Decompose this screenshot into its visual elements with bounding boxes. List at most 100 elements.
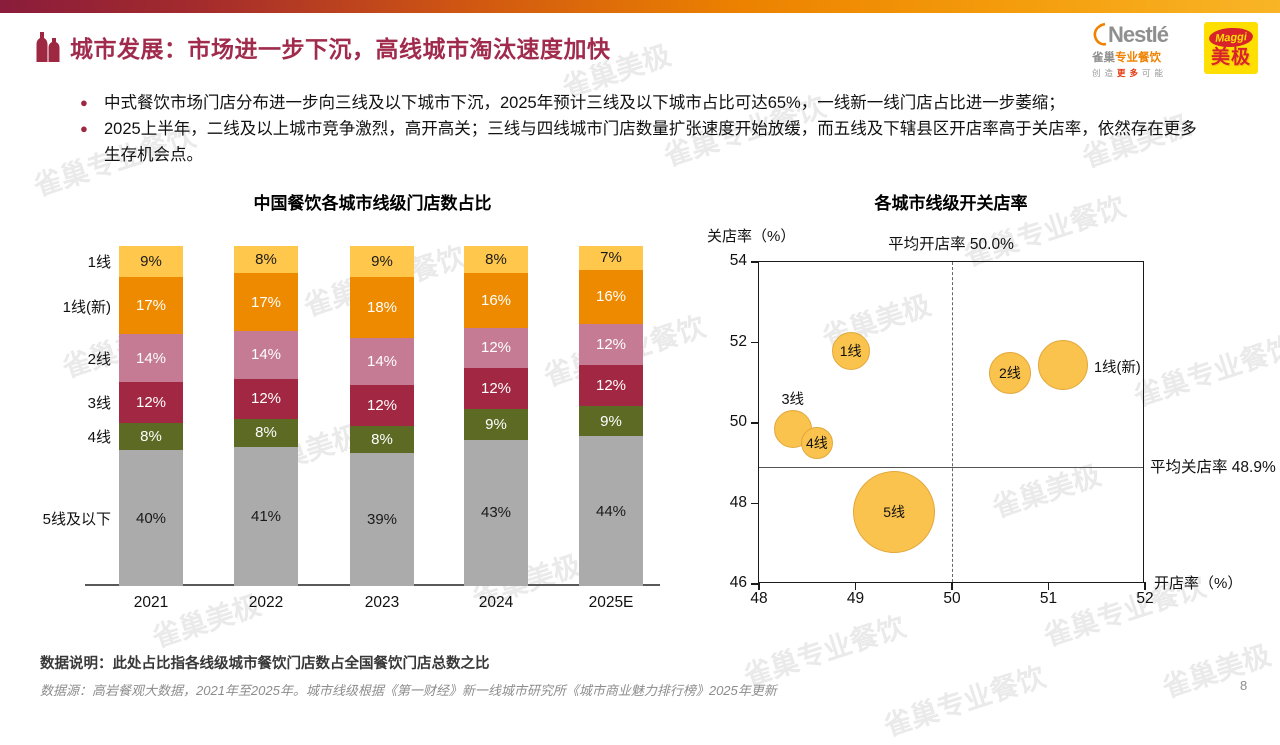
bar-segment-1线-2021: 9%	[119, 246, 183, 277]
data-source: 数据源：高岩餐观大数据，2021年至2025年。城市线级根据《第一财经》新一线城…	[40, 683, 777, 698]
bar-segment-1线(新)-2021: 17%	[119, 276, 183, 335]
bar-value-label: 7%	[600, 249, 622, 267]
x-axis-label-2024: 2024	[478, 594, 514, 611]
bar-segment-2线-2021: 14%	[119, 334, 183, 382]
maggi-chinese-name: 美极	[1210, 47, 1251, 68]
bar-value-label: 17%	[250, 293, 282, 311]
bar-segment-2线-2025E: 12%	[579, 324, 643, 365]
bar-segment-5线及以下-2022: 41%	[234, 446, 298, 586]
bar-value-label: 12%	[595, 376, 627, 394]
bar-segment-3线-2025E: 12%	[579, 365, 643, 406]
bullet-text-2: 2025上半年，二线及以上城市竞争激烈，高开高关；三线与四线城市门店数量扩张速度…	[104, 120, 1197, 164]
bar-segment-1线(新)-2025E: 16%	[579, 269, 643, 325]
bar-segment-1线(新)-2024: 16%	[464, 273, 528, 328]
x-tick-mark	[758, 582, 760, 590]
x-tick-mark	[1047, 582, 1050, 590]
bar-segment-2线-2023: 14%	[350, 337, 414, 386]
top-gradient-bar	[0, 0, 1280, 13]
bar-value-label: 12%	[135, 393, 167, 411]
x-tick-mark	[951, 582, 953, 590]
avg-open-rate-label: 平均开店率 50.0%	[888, 236, 1014, 253]
bar-segment-5线及以下-2025E: 44%	[579, 436, 643, 586]
bubble-label-1线(新): 1线(新)	[1093, 359, 1141, 376]
y-tick-label: 48	[729, 493, 747, 511]
x-axis-label-2021: 2021	[133, 594, 169, 611]
bullet-item-1: ● 中式餐饮市场门店分布进一步向三线及以下城市下沉，2025年预计三线及以下城市…	[72, 90, 1207, 116]
x-tick-label: 48	[750, 590, 768, 607]
bullet-dot: ●	[80, 121, 88, 136]
bar-chart-title: 中国餐饮各城市线级门店数占比	[253, 194, 492, 213]
bar-value-label: 14%	[135, 349, 167, 367]
bubble-4线: 4线	[800, 427, 833, 460]
bar-value-label: 14%	[250, 346, 282, 364]
bar-value-label: 40%	[135, 509, 167, 527]
x-axis-label-2023: 2023	[364, 594, 400, 611]
bar-value-label: 43%	[480, 504, 512, 522]
nestle-logo: Nestlé 雀巢专业餐饮 创造更多可能	[1092, 22, 1196, 79]
bubble-1线(新)	[1037, 339, 1088, 390]
page-title: 城市发展：市场进一步下沉，高线城市淘汰速度加快	[70, 36, 611, 62]
x-tick-label: 51	[1039, 590, 1058, 607]
y-tick-label: 46	[729, 574, 747, 591]
bar-segment-2线-2024: 12%	[464, 327, 528, 369]
bar-segment-3线-2022: 12%	[234, 378, 298, 420]
y-tick-mark	[751, 422, 759, 424]
y-axis-title: 关店率（%）	[707, 228, 796, 245]
bar-chart-plot: 9% 17% 14% 12% 8% 40% 2021 8% 17% 14% 12% 8% 41% 2022…	[43, 246, 660, 611]
bar-value-label: 12%	[480, 380, 512, 398]
y-tick-label: 54	[729, 252, 747, 269]
bar-value-label: 41%	[250, 507, 282, 525]
bar-segment-4线-2025E: 9%	[579, 405, 643, 437]
bar-value-label: 16%	[480, 291, 512, 309]
maggi-logo: Maggi 美极	[1204, 22, 1258, 74]
series-label-3线: 3线	[87, 395, 111, 413]
nestle-tagline: 创造更多可能	[1092, 68, 1168, 78]
bar-value-label: 9%	[371, 252, 393, 270]
bar-segment-3线-2024: 12%	[464, 368, 528, 410]
nestle-chinese-name: 雀巢专业餐饮	[1092, 52, 1161, 64]
bullet-text-1: 中式餐饮市场门店分布进一步向三线及以下城市下沉，2025年预计三线及以下城市占比…	[104, 94, 1065, 112]
bar-segment-2线-2022: 14%	[234, 331, 298, 379]
bar-value-label: 8%	[255, 424, 277, 442]
x-tick-mark	[854, 582, 857, 590]
page-number: 8	[1240, 678, 1248, 693]
bar-value-label: 44%	[595, 502, 627, 520]
avg-close-rate-line	[759, 467, 1143, 469]
bar-value-label: 39%	[366, 511, 398, 529]
bullet-item-2: ● 2025上半年，二线及以上城市竞争激烈，高开高关；三线与四线城市门店数量扩张…	[72, 116, 1207, 168]
bar-segment-1线-2023: 9%	[350, 246, 414, 277]
bar-segment-5线及以下-2021: 40%	[119, 450, 183, 586]
x-axis-label-2022: 2022	[248, 594, 284, 611]
bar-segment-4线-2023: 8%	[350, 426, 414, 454]
y-tick-mark	[751, 261, 759, 263]
bar-segment-1线-2024: 8%	[464, 246, 528, 274]
bar-segment-3线-2023: 12%	[350, 385, 414, 427]
y-tick-label: 52	[729, 332, 747, 350]
bar-segment-5线及以下-2023: 39%	[350, 453, 414, 586]
series-label-4线: 4线	[87, 429, 111, 447]
x-tick-label: 50	[943, 590, 961, 607]
x-tick-label: 52	[1136, 590, 1154, 607]
slide-header: 城市发展：市场进一步下沉，高线城市淘汰速度加快	[36, 30, 611, 64]
bar-value-label: 18%	[366, 298, 398, 316]
bubble-2线: 2线	[988, 351, 1031, 394]
avg-close-rate-label: 平均关店率 48.9%	[1150, 459, 1276, 476]
bar-segment-1线(新)-2023: 18%	[350, 276, 414, 338]
bottles-icon	[36, 32, 60, 62]
scatter-chart-plot: 54 52 50 48 46 48 49 50 51 52 1线 3线 4线 5线 2线 1线(新)	[730, 252, 1154, 607]
x-axis-title: 开店率（%）	[1154, 575, 1243, 592]
bar-segment-4线-2024: 9%	[464, 409, 528, 440]
bar-value-label: 12%	[366, 397, 398, 415]
series-label-1线: 1线	[87, 254, 111, 272]
bullet-dot: ●	[80, 95, 88, 110]
bar-value-label: 16%	[595, 288, 627, 306]
series-label-2线: 2线	[87, 351, 111, 369]
data-note: 数据说明：此处占比指各线级城市餐饮门店数占全国餐饮门店总数之比	[40, 656, 490, 672]
y-tick-mark	[751, 341, 759, 344]
scatter-chart-title: 各城市线级开关店率	[874, 194, 1028, 213]
nestle-wordmark: Nestlé	[1108, 22, 1169, 47]
bar-value-label: 12%	[250, 390, 282, 408]
y-tick-mark	[751, 502, 759, 505]
y-tick-label: 50	[729, 413, 747, 430]
nestle-swoosh-icon	[1093, 22, 1107, 46]
